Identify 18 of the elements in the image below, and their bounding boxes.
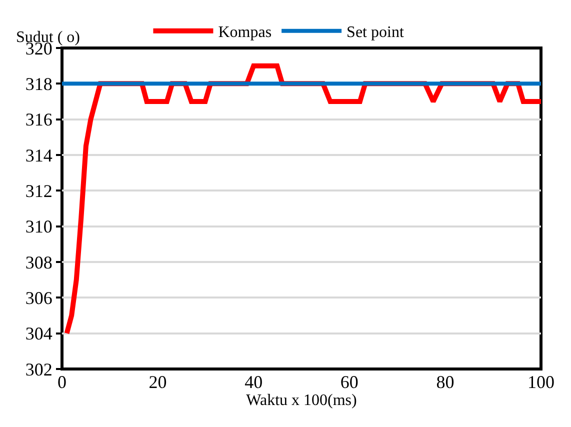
x-tick-label: 20 bbox=[148, 372, 167, 392]
y-tick-label: 306 bbox=[25, 288, 52, 308]
x-tick-label: 100 bbox=[528, 372, 554, 392]
y-tick-label: 302 bbox=[25, 359, 52, 380]
y-tick-label: 314 bbox=[25, 145, 52, 166]
x-tick-label: 0 bbox=[58, 372, 66, 392]
y-tick-label: 310 bbox=[25, 216, 52, 237]
y-tick-label: 318 bbox=[25, 74, 52, 94]
x-tick-label: 80 bbox=[436, 372, 454, 392]
x-tick-label: 40 bbox=[244, 372, 263, 392]
y-tick-label: 316 bbox=[25, 110, 52, 130]
x-tick-label: 60 bbox=[340, 372, 358, 392]
legend-label: Kompas bbox=[218, 24, 272, 42]
y-tick-label: 308 bbox=[25, 252, 52, 272]
y-tick-label: 312 bbox=[25, 180, 52, 201]
y-tick-label: 304 bbox=[25, 324, 52, 344]
x-axis-title: Waktu x 100(ms) bbox=[246, 392, 357, 409]
legend-label: Set point bbox=[346, 24, 404, 42]
